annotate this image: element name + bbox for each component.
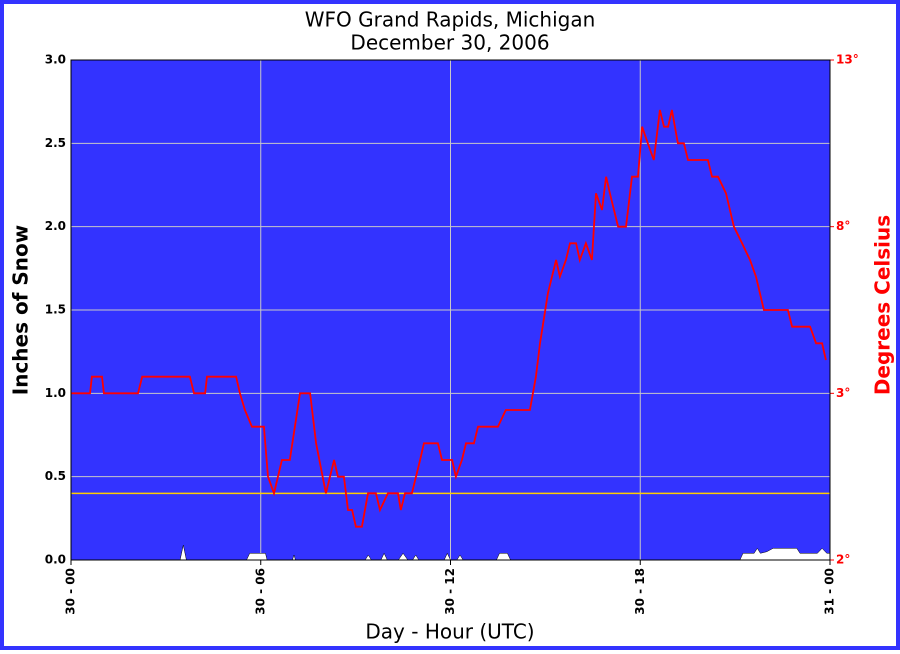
- y2-tick-label: 3°: [836, 386, 850, 400]
- y-tick-label: 0.0: [45, 553, 66, 567]
- x-tick-label: 30 - 12: [443, 568, 457, 615]
- x-tick-label: 30 - 18: [633, 568, 647, 615]
- x-tick-label: 31 - 00: [823, 568, 837, 615]
- y2-tick-label: 13°: [836, 53, 859, 67]
- y-tick-label: 1.5: [45, 303, 66, 317]
- x-tick-label: 30 - 00: [64, 568, 78, 615]
- y-tick-label: 2.0: [45, 219, 66, 233]
- y2-axis-label: Degrees Celsius: [871, 215, 895, 395]
- chart-title: WFO Grand Rapids, Michigan: [305, 8, 596, 32]
- x-tick-label: 30 - 06: [253, 568, 267, 615]
- y2-tick-label: 2°: [836, 553, 850, 567]
- y-axis-label: Inches of Snow: [9, 225, 33, 395]
- y2-tick-label: 8°: [836, 219, 850, 233]
- y-tick-label: 2.5: [45, 136, 66, 150]
- x-axis-label: Day - Hour (UTC): [365, 620, 534, 644]
- y-tick-label: 3.0: [45, 53, 66, 67]
- y-tick-label: 1.0: [45, 386, 66, 400]
- plot-border: [70, 59, 831, 561]
- temperature-line: [71, 109, 827, 528]
- y-tick-label: 0.5: [45, 469, 66, 483]
- chart-subtitle: December 30, 2006: [350, 31, 549, 55]
